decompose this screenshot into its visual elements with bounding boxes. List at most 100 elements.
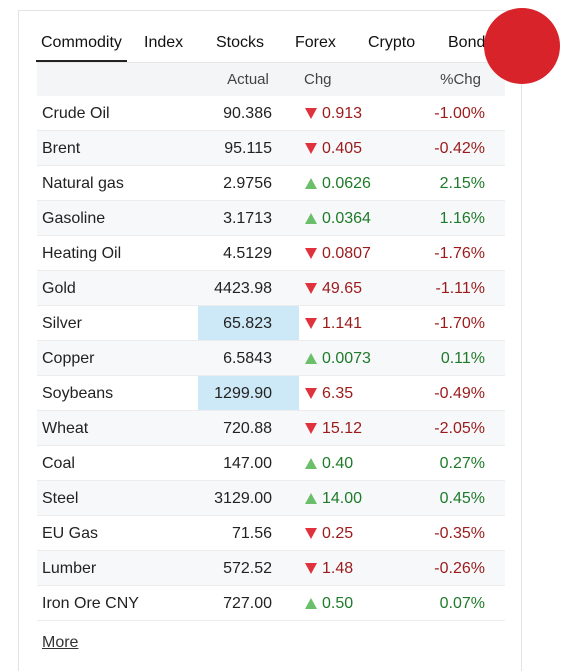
- row-bg: [37, 481, 505, 516]
- percent-change: -0.35%: [434, 525, 485, 542]
- commodity-name: Soybeans: [42, 385, 114, 402]
- tab[interactable]: Crypto: [368, 34, 416, 51]
- actual-value: 2.9756: [223, 175, 272, 192]
- change-value: 6.35: [322, 385, 354, 402]
- percent-change: -1.76%: [434, 245, 485, 262]
- commodity-name: Gold: [42, 280, 76, 297]
- actual-value: 6.5843: [223, 350, 272, 367]
- percent-change: 0.11%: [440, 350, 485, 367]
- change-value: 15.12: [322, 420, 363, 437]
- percent-change: 1.16%: [439, 210, 485, 227]
- change-value: 0.405: [322, 140, 363, 157]
- actual-value: 572.52: [223, 560, 272, 577]
- commodity-name: Steel: [42, 490, 79, 507]
- tab[interactable]: Commodity: [41, 34, 122, 51]
- tab[interactable]: Forex: [295, 34, 336, 51]
- change-value: 0.913: [322, 105, 363, 122]
- commodity-name: Copper: [42, 350, 95, 367]
- change-arrow: [305, 388, 317, 399]
- row-bg: [37, 96, 505, 131]
- change-value: 0.25: [322, 525, 354, 542]
- percent-change: -0.26%: [434, 560, 485, 577]
- row-bg: [37, 271, 505, 306]
- actual-value: 4423.98: [214, 280, 272, 297]
- more-link[interactable]: More: [42, 634, 79, 651]
- change-arrow: [305, 143, 317, 154]
- commodity-name: Iron Ore CNY: [42, 595, 139, 612]
- row-bg: [37, 586, 505, 621]
- change-arrow: [305, 283, 317, 294]
- commodity-name: Natural gas: [42, 175, 124, 192]
- change-value: 1.48: [322, 560, 354, 577]
- actual-value: 65.823: [223, 315, 272, 332]
- change-arrow: [305, 528, 317, 539]
- commodity-name: Silver: [42, 315, 83, 332]
- row-bg: [37, 341, 505, 376]
- percent-change: -0.42%: [434, 140, 485, 157]
- change-arrow: [305, 563, 317, 574]
- commodity-name: Heating Oil: [42, 245, 122, 262]
- actual-value: 3129.00: [214, 490, 272, 507]
- change-value: 0.40: [322, 455, 354, 472]
- percent-change: 0.07%: [439, 595, 485, 612]
- table-header-bg: [37, 63, 505, 96]
- commodity-name: Gasoline: [42, 210, 106, 227]
- actual-value: 1299.90: [214, 385, 272, 402]
- change-value: 14.00: [322, 490, 363, 507]
- actual-value: 3.1713: [223, 210, 272, 227]
- header-pct: %Chg: [440, 71, 481, 88]
- quotes-panel: Commodity Index Stocks Forex Crypto Bonds Actu…: [18, 10, 522, 671]
- change-value: 0.0073: [322, 350, 371, 367]
- cell-highlight: [198, 376, 299, 410]
- percent-change: -1.00%: [434, 105, 485, 122]
- percent-change: -2.05%: [434, 420, 485, 437]
- change-value: 1.141: [322, 315, 363, 332]
- header-actual: Actual: [227, 71, 269, 88]
- percent-change: -0.49%: [434, 385, 485, 402]
- actual-value: 4.5129: [223, 245, 272, 262]
- row-bg: [37, 411, 505, 446]
- row-bg: [37, 516, 505, 551]
- row-bg: [37, 551, 505, 586]
- change-value: 0.0807: [322, 245, 371, 262]
- change-value: 0.50: [322, 595, 354, 612]
- percent-change: -1.11%: [435, 280, 485, 297]
- commodity-name: Crude Oil: [42, 105, 110, 122]
- change-arrow: [305, 423, 317, 434]
- change-arrow: [305, 598, 317, 609]
- row-bg: [37, 236, 505, 271]
- commodity-name: Brent: [42, 140, 81, 157]
- percent-change: -1.70%: [434, 315, 485, 332]
- actual-value: 90.386: [223, 105, 272, 122]
- change-arrow: [305, 353, 317, 364]
- change-arrow: [305, 493, 317, 504]
- tab[interactable]: Stocks: [216, 34, 265, 51]
- actual-value: 727.00: [223, 595, 272, 612]
- commodity-name: Lumber: [42, 560, 97, 577]
- percent-change: 2.15%: [439, 175, 485, 192]
- change-arrow: [305, 318, 317, 329]
- change-arrow: [305, 108, 317, 119]
- change-arrow: [305, 213, 317, 224]
- change-value: 49.65: [322, 280, 363, 297]
- change-arrow: [305, 248, 317, 259]
- active-tab-underline: [36, 60, 127, 62]
- tab[interactable]: Bonds: [448, 34, 494, 51]
- commodity-name: Wheat: [42, 420, 89, 437]
- tab-bar-border: [37, 62, 505, 63]
- header-chg: Chg: [304, 71, 332, 88]
- tab[interactable]: Index: [144, 34, 184, 51]
- change-value: 0.0626: [322, 175, 371, 192]
- change-value: 0.0364: [322, 210, 371, 227]
- change-arrow: [305, 458, 317, 469]
- change-arrow: [305, 178, 317, 189]
- actual-value: 95.115: [224, 140, 272, 157]
- watermark-logo: [484, 8, 560, 84]
- commodity-name: EU Gas: [42, 525, 99, 542]
- row-bg: [37, 166, 505, 201]
- actual-value: 720.88: [223, 420, 272, 437]
- actual-value: 147.00: [223, 455, 272, 472]
- actual-value: 71.56: [231, 525, 272, 542]
- commodity-name: Coal: [42, 455, 75, 472]
- percent-change: 0.45%: [439, 490, 485, 507]
